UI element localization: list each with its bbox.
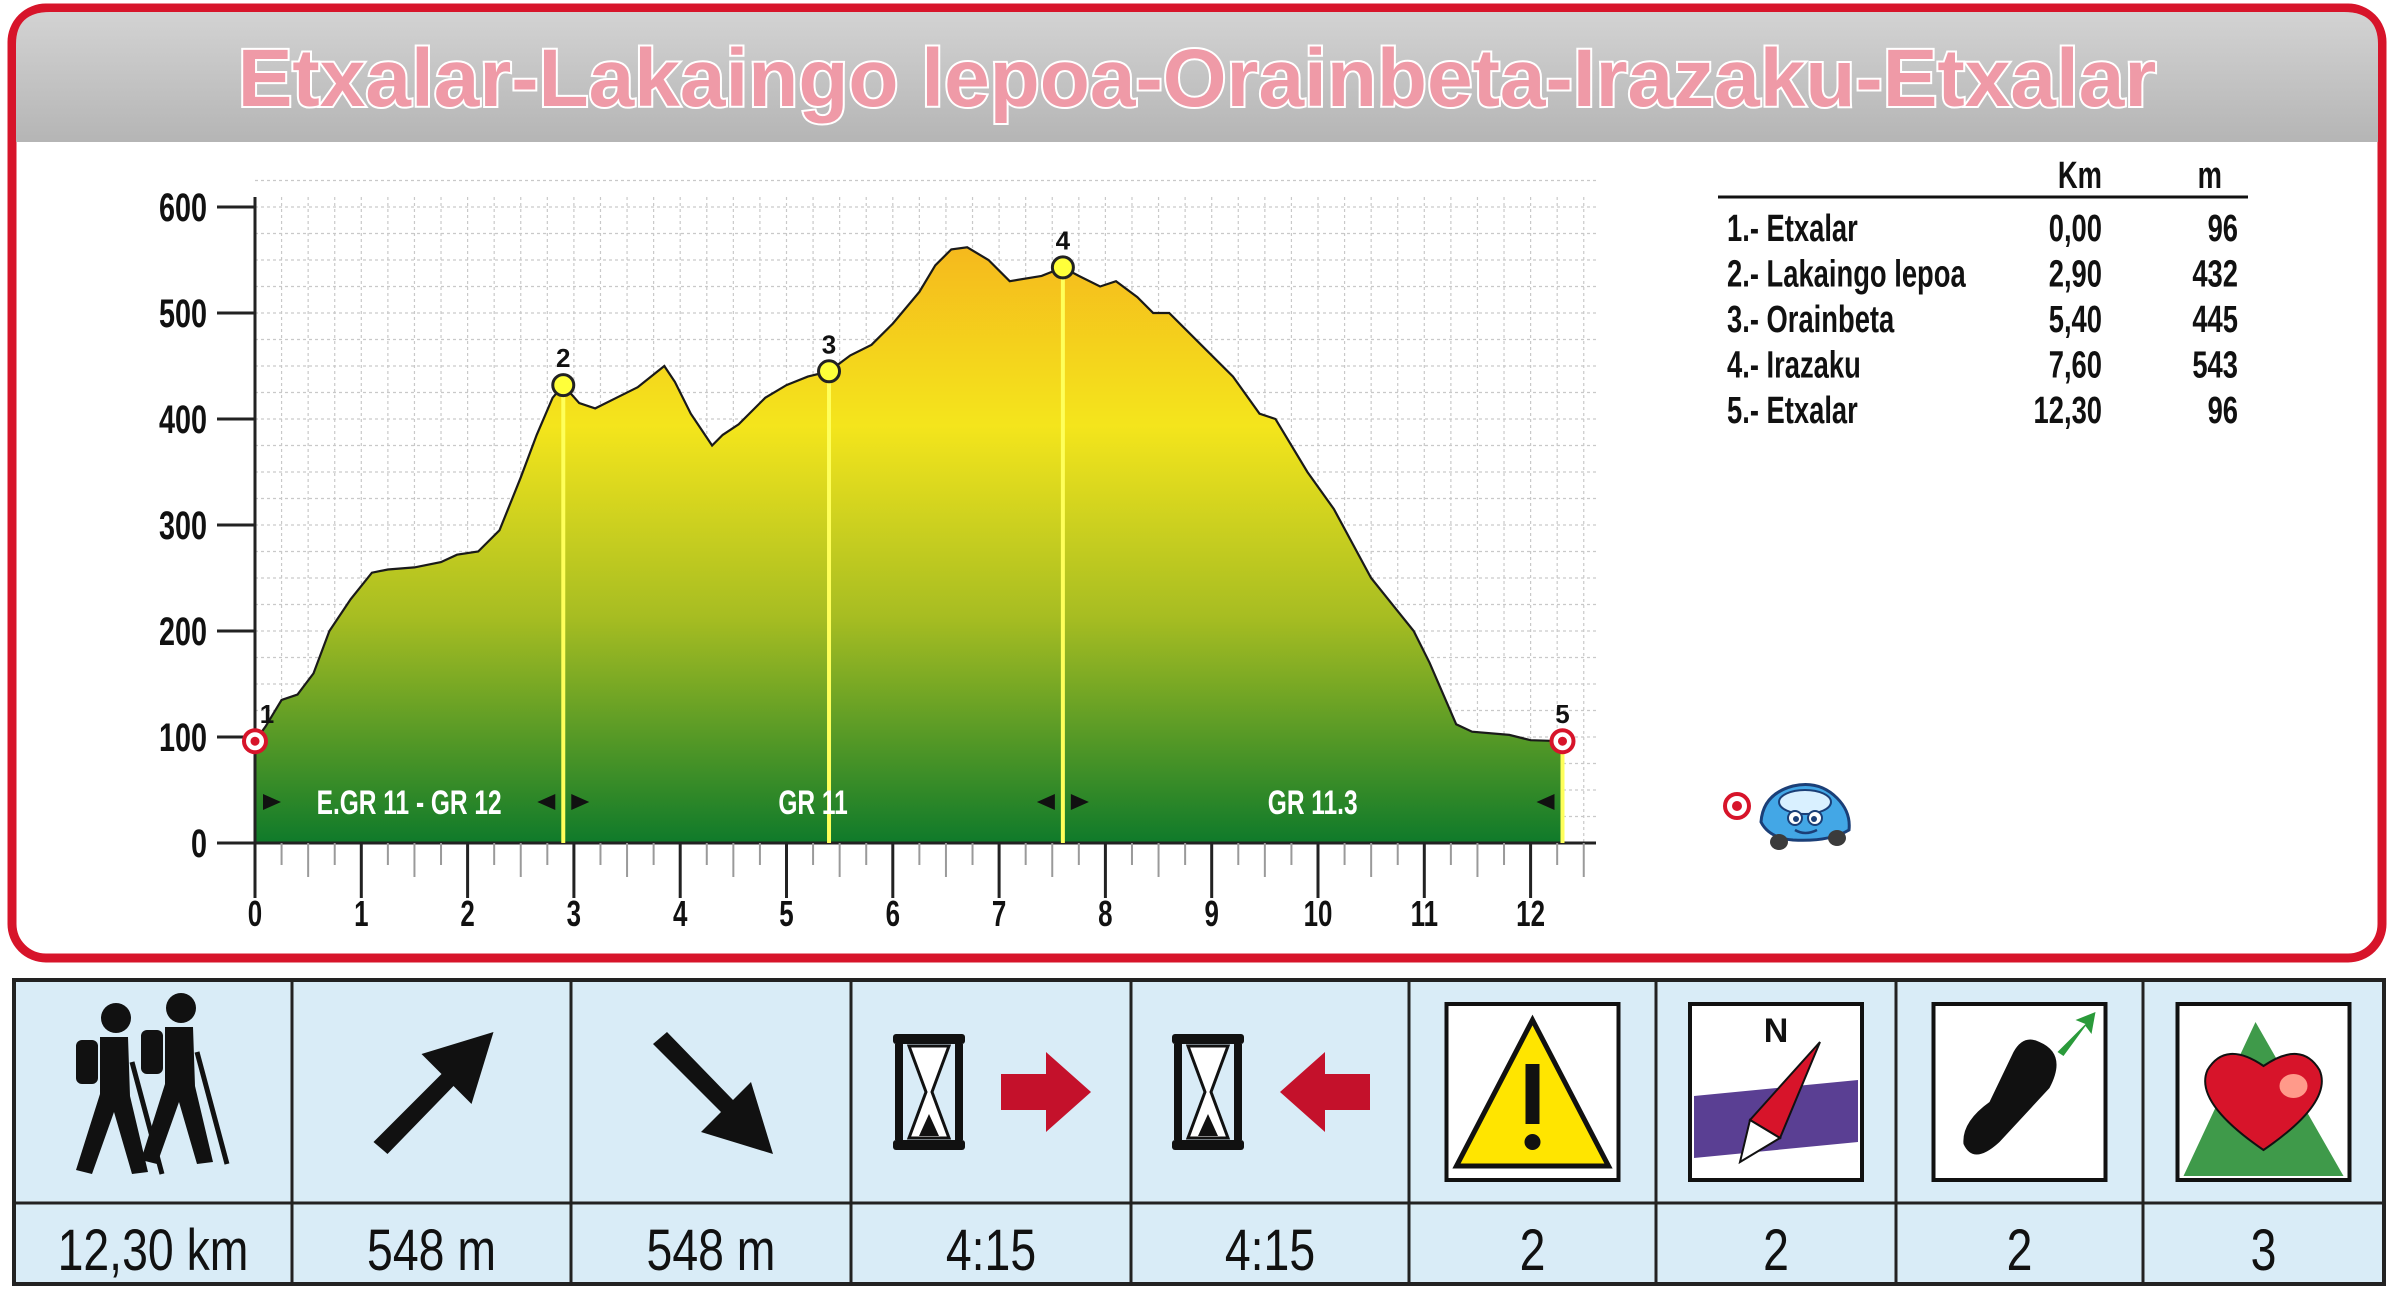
hourglass-forward-icon (893, 1034, 1091, 1150)
segment-end-arrow (537, 794, 556, 810)
x-tick-label: 7 (992, 894, 1006, 934)
x-tick-label: 3 (567, 894, 581, 934)
x-tick-label: 8 (1098, 894, 1112, 934)
segment-label: GR 11.3 (1268, 784, 1358, 822)
footprint-effort-icon (1931, 1002, 2108, 1182)
descent-arrow-icon (653, 1032, 773, 1154)
y-tick-label: 0 (191, 821, 207, 866)
table-header-km: Km (2058, 155, 2102, 197)
difficulty-warning-icon (1444, 1002, 1621, 1182)
waypoint-marker-dot (1557, 736, 1567, 746)
waypoint-marker-dot (250, 736, 260, 746)
stat-value: 548 m (647, 1218, 776, 1283)
y-tick-label: 300 (159, 503, 207, 548)
x-tick-label: 10 (1304, 894, 1333, 934)
table-row-name: 1.- Etxalar (1727, 208, 1858, 250)
y-tick-label: 200 (159, 609, 207, 654)
y-tick-label: 100 (159, 715, 207, 760)
hourglass-return-icon (1172, 1034, 1370, 1150)
y-tick-label: 600 (159, 185, 207, 230)
title-bar (16, 12, 2378, 142)
table-row-name: 5.- Etxalar (1727, 390, 1858, 432)
stat-value: 3 (2251, 1218, 2277, 1283)
waypoint-label: 5 (1555, 699, 1569, 729)
stat-value: 2 (1520, 1218, 1546, 1283)
table-row-km: 7,60 (2049, 344, 2102, 386)
table-row-m: 96 (2208, 390, 2238, 432)
waypoint-table: Km m 1.- Etxalar 0,00 96 2.- Lakaingo lepoa 2,… (1718, 155, 2248, 432)
waypoint-label: 3 (822, 329, 836, 359)
x-tick-label: 12 (1516, 894, 1545, 934)
x-tick-label: 5 (779, 894, 793, 934)
svg-text:N: N (1764, 1012, 1789, 1050)
y-tick-label: 400 (159, 397, 207, 442)
route-stats-strip: 12,30 km 548 m 548 m 4:15 4:15 2 N 2 2 3 (12, 978, 2386, 1286)
table-row-name: 2.- Lakaingo lepoa (1727, 253, 1966, 295)
profile-area (255, 247, 1563, 844)
ascent-arrow-icon (373, 1032, 494, 1154)
x-tick-label: 2 (460, 894, 474, 934)
orientation-compass-icon: N (1688, 1002, 1864, 1182)
waypoint-label: 4 (1056, 225, 1071, 255)
waypoint-marker (551, 373, 576, 398)
waypoint-marker (1050, 255, 1075, 280)
heart-mountain-icon (2175, 1002, 2352, 1182)
table-row-name: 3.- Orainbeta (1727, 299, 1895, 341)
stat-value: 548 m (367, 1218, 496, 1283)
table-row-name: 4.- Irazaku (1727, 344, 1861, 386)
segment-end-arrow (1536, 794, 1555, 810)
segment-start-arrow (571, 794, 590, 810)
x-tick-label: 6 (886, 894, 900, 934)
x-tick-label: 0 (248, 894, 262, 934)
waypoint-markers: 1 2 3 4 5 (242, 225, 1576, 843)
waypoint-marker (817, 359, 842, 384)
segment-end-arrow (1036, 794, 1055, 810)
table-row-km: 12,30 (2034, 390, 2102, 432)
segment-label: E.GR 11 - GR 12 (317, 784, 502, 822)
table-row-km: 2,90 (2049, 253, 2102, 295)
route-segments: E.GR 11 - GR 12 GR 11 GR 11.3 (263, 784, 1555, 822)
x-tick-label: 11 (1411, 894, 1438, 934)
stat-value: 2 (2007, 1218, 2033, 1283)
table-header-m: m (2198, 155, 2222, 197)
y-tick-label: 500 (159, 291, 207, 336)
stat-value: 2 (1763, 1218, 1789, 1283)
car-parking-icon (1723, 783, 1851, 850)
waypoint-label: 2 (556, 343, 570, 373)
waypoint-label: 1 (260, 699, 274, 729)
x-tick-label: 9 (1204, 894, 1218, 934)
segment-start-arrow (263, 794, 281, 810)
stat-value: 12,30 km (58, 1218, 249, 1283)
chart-title: Etxalar-Lakaingo lepoa-Orainbeta-Irazaku… (238, 33, 2157, 124)
table-row-m: 543 (2192, 344, 2238, 386)
x-tick-label: 4 (673, 894, 688, 934)
table-row-km: 5,40 (2049, 299, 2102, 341)
segment-label: GR 11 (778, 784, 847, 822)
table-row-km: 0,00 (2049, 208, 2102, 250)
stat-value: 4:15 (946, 1218, 1036, 1283)
table-row-m: 445 (2192, 299, 2238, 341)
table-row-m: 96 (2208, 208, 2238, 250)
segment-start-arrow (1070, 794, 1089, 810)
stat-value: 4:15 (1225, 1218, 1315, 1283)
table-row-m: 432 (2192, 253, 2238, 295)
hikers-icon (76, 993, 230, 1175)
x-tick-label: 1 (354, 894, 368, 934)
